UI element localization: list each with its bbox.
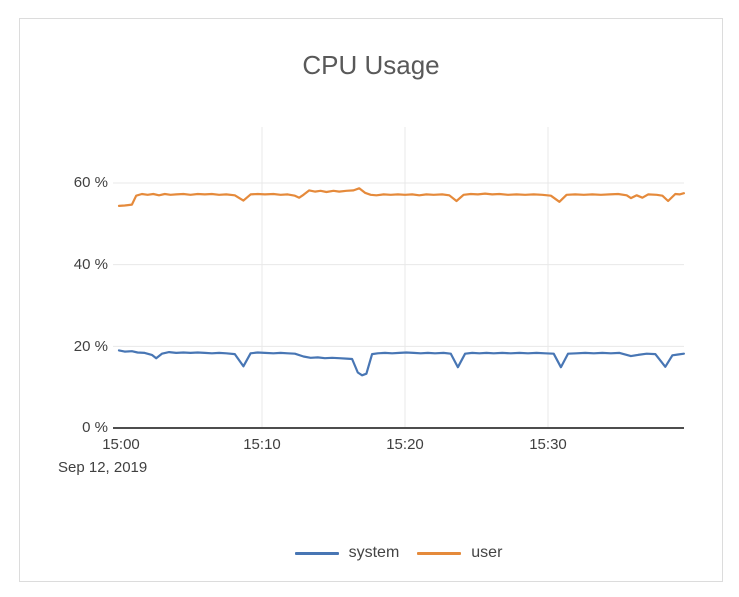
series-line-system xyxy=(117,349,686,377)
y-tick-label-40: 40 % xyxy=(73,256,108,273)
x-tick-label-1510: 15:10 xyxy=(243,436,281,453)
legend-item-user[interactable]: user xyxy=(417,544,502,562)
x-tick-label-1520: 15:20 xyxy=(386,436,424,453)
legend: system user xyxy=(113,544,684,562)
legend-label-user: user xyxy=(471,544,503,561)
system-series-swatch-icon xyxy=(294,551,339,555)
user-series-swatch-icon xyxy=(417,551,462,555)
x-axis-date-label: Sep 12, 2019 xyxy=(58,459,148,476)
x-tick-label-1500: 15:00 xyxy=(102,436,140,453)
y-tick-label-0: 0 % xyxy=(82,419,108,436)
x-tick-label-1530: 15:30 xyxy=(529,436,567,453)
legend-label-system: system xyxy=(348,544,400,561)
series-line-user xyxy=(117,187,686,207)
legend-item-system[interactable]: system xyxy=(294,544,400,562)
chart-card xyxy=(19,18,723,582)
y-tick-label-20: 20 % xyxy=(73,338,108,355)
chart-title: CPU Usage xyxy=(302,50,440,80)
y-tick-label-60: 60 % xyxy=(73,174,108,191)
